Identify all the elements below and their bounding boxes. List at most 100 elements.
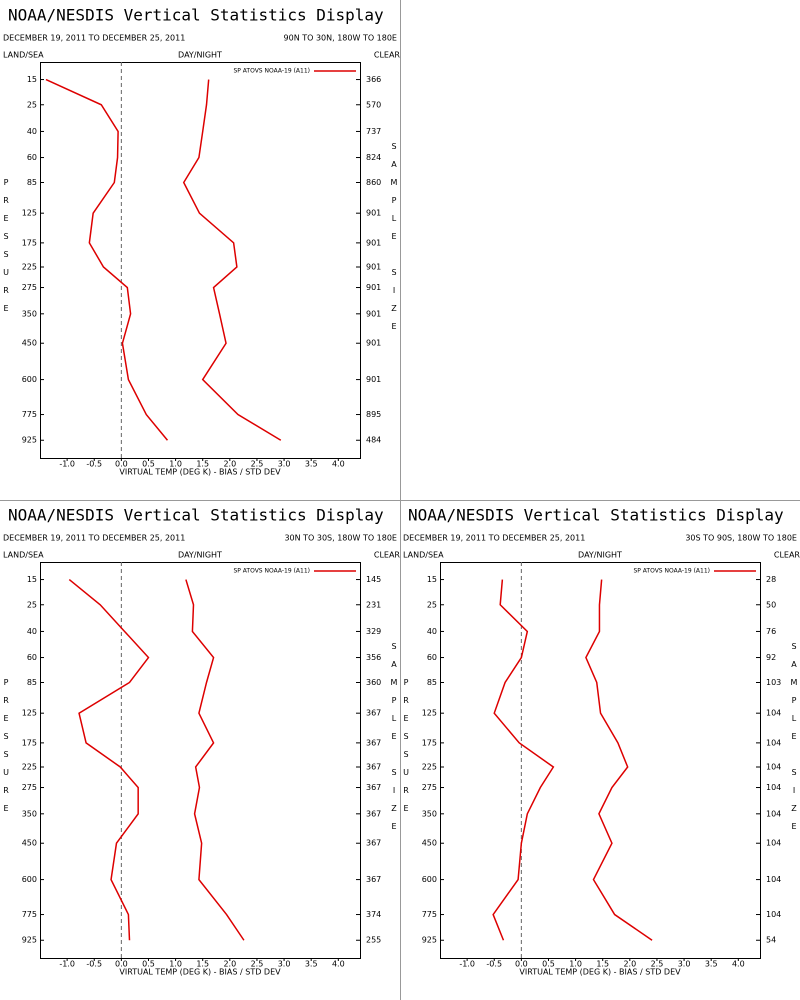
x-tick-label: 3.5	[705, 960, 718, 969]
legend-label: SP ATOVS NOAA-19 (A11)	[233, 68, 310, 75]
region: 30S TO 90S, 180W TO 180E	[685, 534, 797, 543]
sample-size: 104	[766, 762, 781, 771]
y-tick-label: 40	[27, 127, 37, 136]
y-tick-label: 25	[427, 600, 437, 609]
y-tick-label: 925	[22, 936, 37, 945]
y-tick-label: 60	[427, 653, 437, 662]
y-tick-label: 175	[22, 238, 37, 247]
profile-line	[182, 79, 282, 441]
sample-size: 54	[766, 936, 776, 945]
y-tick-label: 15	[427, 575, 437, 584]
y-tick-label: 925	[22, 436, 37, 445]
x-axis-label: VIRTUAL TEMP (DEG K) - BIAS / STD DEV	[119, 468, 281, 477]
chart-panel: NOAA/NESDIS Vertical Statistics Display D…	[402, 506, 800, 977]
y-axis-label: PRESSURE	[2, 178, 11, 322]
x-tick-label: 0.0	[115, 460, 128, 469]
x-tick-label: 0.5	[542, 960, 555, 969]
sample-size: 366	[366, 75, 381, 84]
x-tick-label: 0.0	[115, 960, 128, 969]
y-tick-label: 60	[27, 153, 37, 162]
x-tick-label: 4.0	[332, 460, 345, 469]
chart-panel: NOAA/NESDIS Vertical Statistics Display D…	[2, 506, 401, 977]
date-range: DECEMBER 19, 2011 TO DECEMBER 25, 2011	[3, 534, 185, 543]
sample-size: 28	[766, 575, 776, 584]
x-tick-label: 0.5	[142, 460, 155, 469]
y-tick-label: 600	[22, 875, 37, 884]
sample-size: 367	[366, 839, 381, 848]
land-sea-label: LAND/SEA	[3, 551, 44, 560]
y-tick-label: 175	[422, 738, 437, 747]
sample-size: 901	[366, 262, 381, 271]
y-tick-label: 40	[427, 627, 437, 636]
profile-line	[45, 78, 169, 441]
sample-size: 860	[366, 178, 381, 187]
y-tick-label: 85	[27, 178, 37, 187]
y-tick-label: 350	[422, 809, 437, 818]
x-tick-label: 1.5	[196, 460, 209, 469]
plot-frame	[40, 562, 361, 959]
sample-size: 367	[366, 809, 381, 818]
sample-size-label: SAMPLE SIZE	[390, 642, 399, 840]
date-range: DECEMBER 19, 2011 TO DECEMBER 25, 2011	[3, 34, 185, 43]
region: 30N TO 30S, 180W TO 180E	[284, 534, 397, 543]
x-tick-label: -0.5	[86, 960, 102, 969]
x-tick-label: 1.5	[596, 960, 609, 969]
clear-label: CLEAR	[374, 51, 401, 60]
y-tick-label: 350	[22, 309, 37, 318]
y-tick-label: 225	[422, 762, 437, 771]
sample-size: 76	[766, 627, 776, 636]
x-tick-label: 1.0	[169, 460, 182, 469]
sample-size: 901	[366, 209, 381, 218]
x-tick-label: -1.0	[59, 460, 75, 469]
chart-title: NOAA/NESDIS Vertical Statistics Display	[8, 6, 384, 25]
y-tick-label: 450	[22, 339, 37, 348]
day-night-label: DAY/NIGHT	[178, 51, 222, 60]
y-tick-label: 775	[22, 410, 37, 419]
land-sea-label: LAND/SEA	[3, 51, 44, 60]
y-tick-label: 60	[27, 653, 37, 662]
sample-size: 901	[366, 375, 381, 384]
sample-size: 329	[366, 627, 381, 636]
x-tick-label: -1.0	[59, 960, 75, 969]
y-tick-label: 775	[422, 910, 437, 919]
y-tick-label: 450	[422, 839, 437, 848]
sample-size: 145	[366, 575, 381, 584]
sample-size: 356	[366, 653, 381, 662]
y-tick-label: 925	[422, 936, 437, 945]
x-tick-label: 3.5	[305, 460, 318, 469]
legend-label: SP ATOVS NOAA-19 (A11)	[633, 568, 710, 575]
region: 90N TO 30N, 180W TO 180E	[284, 34, 397, 43]
sample-size: 104	[766, 709, 781, 718]
y-tick-label: 600	[422, 875, 437, 884]
sample-size: 895	[366, 410, 381, 419]
sample-size: 901	[366, 238, 381, 247]
x-tick-label: 3.0	[678, 960, 691, 969]
x-tick-label: 2.5	[251, 960, 264, 969]
x-tick-label: 1.0	[169, 960, 182, 969]
x-tick-label: -0.5	[86, 460, 102, 469]
sample-size: 367	[366, 783, 381, 792]
plot-frame	[440, 562, 761, 959]
x-axis-label: VIRTUAL TEMP (DEG K) - BIAS / STD DEV	[119, 968, 281, 977]
x-tick-label: 4.0	[332, 960, 345, 969]
x-tick-label: -0.5	[486, 960, 502, 969]
day-night-label: DAY/NIGHT	[578, 551, 622, 560]
x-tick-label: 2.0	[623, 960, 636, 969]
sample-size: 367	[366, 709, 381, 718]
y-tick-label: 275	[22, 783, 37, 792]
sample-size: 367	[366, 738, 381, 747]
y-tick-label: 175	[22, 738, 37, 747]
x-axis-label: VIRTUAL TEMP (DEG K) - BIAS / STD DEV	[519, 968, 681, 977]
sample-size: 360	[366, 678, 381, 687]
y-tick-label: 225	[22, 762, 37, 771]
y-axis-label: PRESSURE	[2, 678, 11, 822]
x-tick-label: 1.5	[196, 960, 209, 969]
y-tick-label: 40	[27, 627, 37, 636]
sample-size: 570	[366, 100, 381, 109]
y-tick-label: 450	[22, 839, 37, 848]
sample-size: 255	[366, 936, 381, 945]
sample-size: 104	[766, 910, 781, 919]
y-tick-label: 775	[22, 910, 37, 919]
sample-size: 231	[366, 600, 381, 609]
